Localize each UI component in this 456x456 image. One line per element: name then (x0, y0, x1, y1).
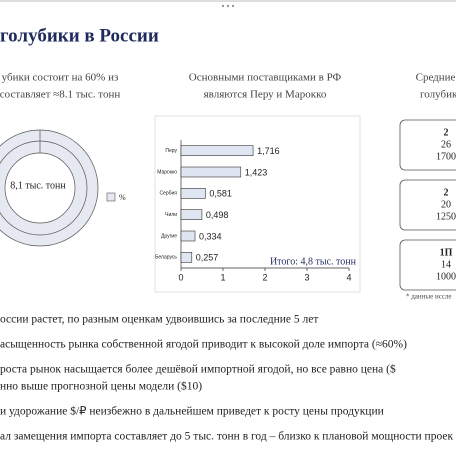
price-box-text: 2 (444, 127, 449, 138)
panel-heading: голубика в (420, 89, 456, 101)
legend-swatch (106, 192, 116, 202)
value-label: 0,257 (196, 253, 219, 263)
bar (180, 166, 242, 178)
category-label: Марокко (157, 169, 177, 175)
panel-heading: составляет ≈8.1 тыс. тонн (0, 89, 120, 101)
x-tick-label: 4 (346, 272, 351, 282)
price-box-text: 1700 (436, 151, 456, 162)
price-box-text: 1П (440, 247, 453, 258)
category-label: Перу (165, 148, 177, 154)
donut (0, 129, 99, 247)
panel-heading: убики состоит на 60% из (2, 72, 119, 84)
category-label: Чили (165, 212, 177, 218)
bar (180, 145, 254, 156)
price-box (399, 179, 456, 231)
donut-label: 8,1 тыс. тонн (10, 180, 66, 191)
content: убики состоит на 60% из составляет ≈8.1 т… (0, 72, 456, 443)
bar (180, 188, 206, 199)
x-tick-label: 1 (220, 272, 225, 282)
bullet-text: асыщенность рынка собственной ягодой при… (0, 339, 407, 351)
price-box-text: 1250 (436, 211, 456, 222)
value-label: 0,498 (206, 210, 229, 220)
panel-heading: являются Перу и Марокко (204, 89, 327, 101)
legend-label: % (119, 193, 126, 202)
category-label: Другие (161, 233, 177, 239)
x-tick-label: 2 (262, 272, 267, 282)
chart-annotation: Итого: 4,8 тыс. тонн (270, 256, 357, 267)
value-label: 1,423 (245, 167, 268, 177)
bar (180, 252, 193, 263)
price-box-text: 14 (441, 259, 451, 270)
bullet-text: роста рынок насыщается более дешёвой имп… (0, 363, 396, 376)
category-label: Сербия (159, 191, 177, 197)
price-box-text: 26 (441, 139, 451, 150)
price-box-text: 20 (441, 199, 451, 210)
x-tick-label: 3 (304, 272, 309, 282)
menu-dots (221, 4, 235, 8)
price-box-text: 2 (444, 187, 449, 198)
panel-heading: Средние опт (416, 72, 456, 84)
price-box (399, 119, 456, 171)
slide-title: голубики в России (0, 25, 159, 46)
bullet-text: нно выше прогнозной цены модели ($10) (0, 380, 202, 393)
price-box-text: 1000 (436, 271, 456, 282)
bullet-text: оссии растет, по разным оценкам удвоивши… (0, 314, 318, 326)
value-label: 1,716 (257, 146, 280, 156)
x-tick-label: 0 (178, 272, 183, 282)
bar (180, 209, 203, 220)
bullet-text: и удорожание $/₽ неизбежно в дальнейшем … (0, 405, 384, 418)
chart-frame (154, 115, 361, 293)
category-label: Беларусь (155, 255, 177, 261)
panel-heading: Основными поставщиками в РФ (189, 72, 342, 84)
value-label: 0,581 (209, 189, 232, 199)
value-label: 0,334 (199, 231, 222, 241)
footnote: * данные иссле (406, 293, 452, 301)
bar (180, 230, 196, 242)
price-box (399, 239, 456, 291)
bullet-text: ал замещения импорта составляет до 5 тыс… (0, 431, 453, 443)
